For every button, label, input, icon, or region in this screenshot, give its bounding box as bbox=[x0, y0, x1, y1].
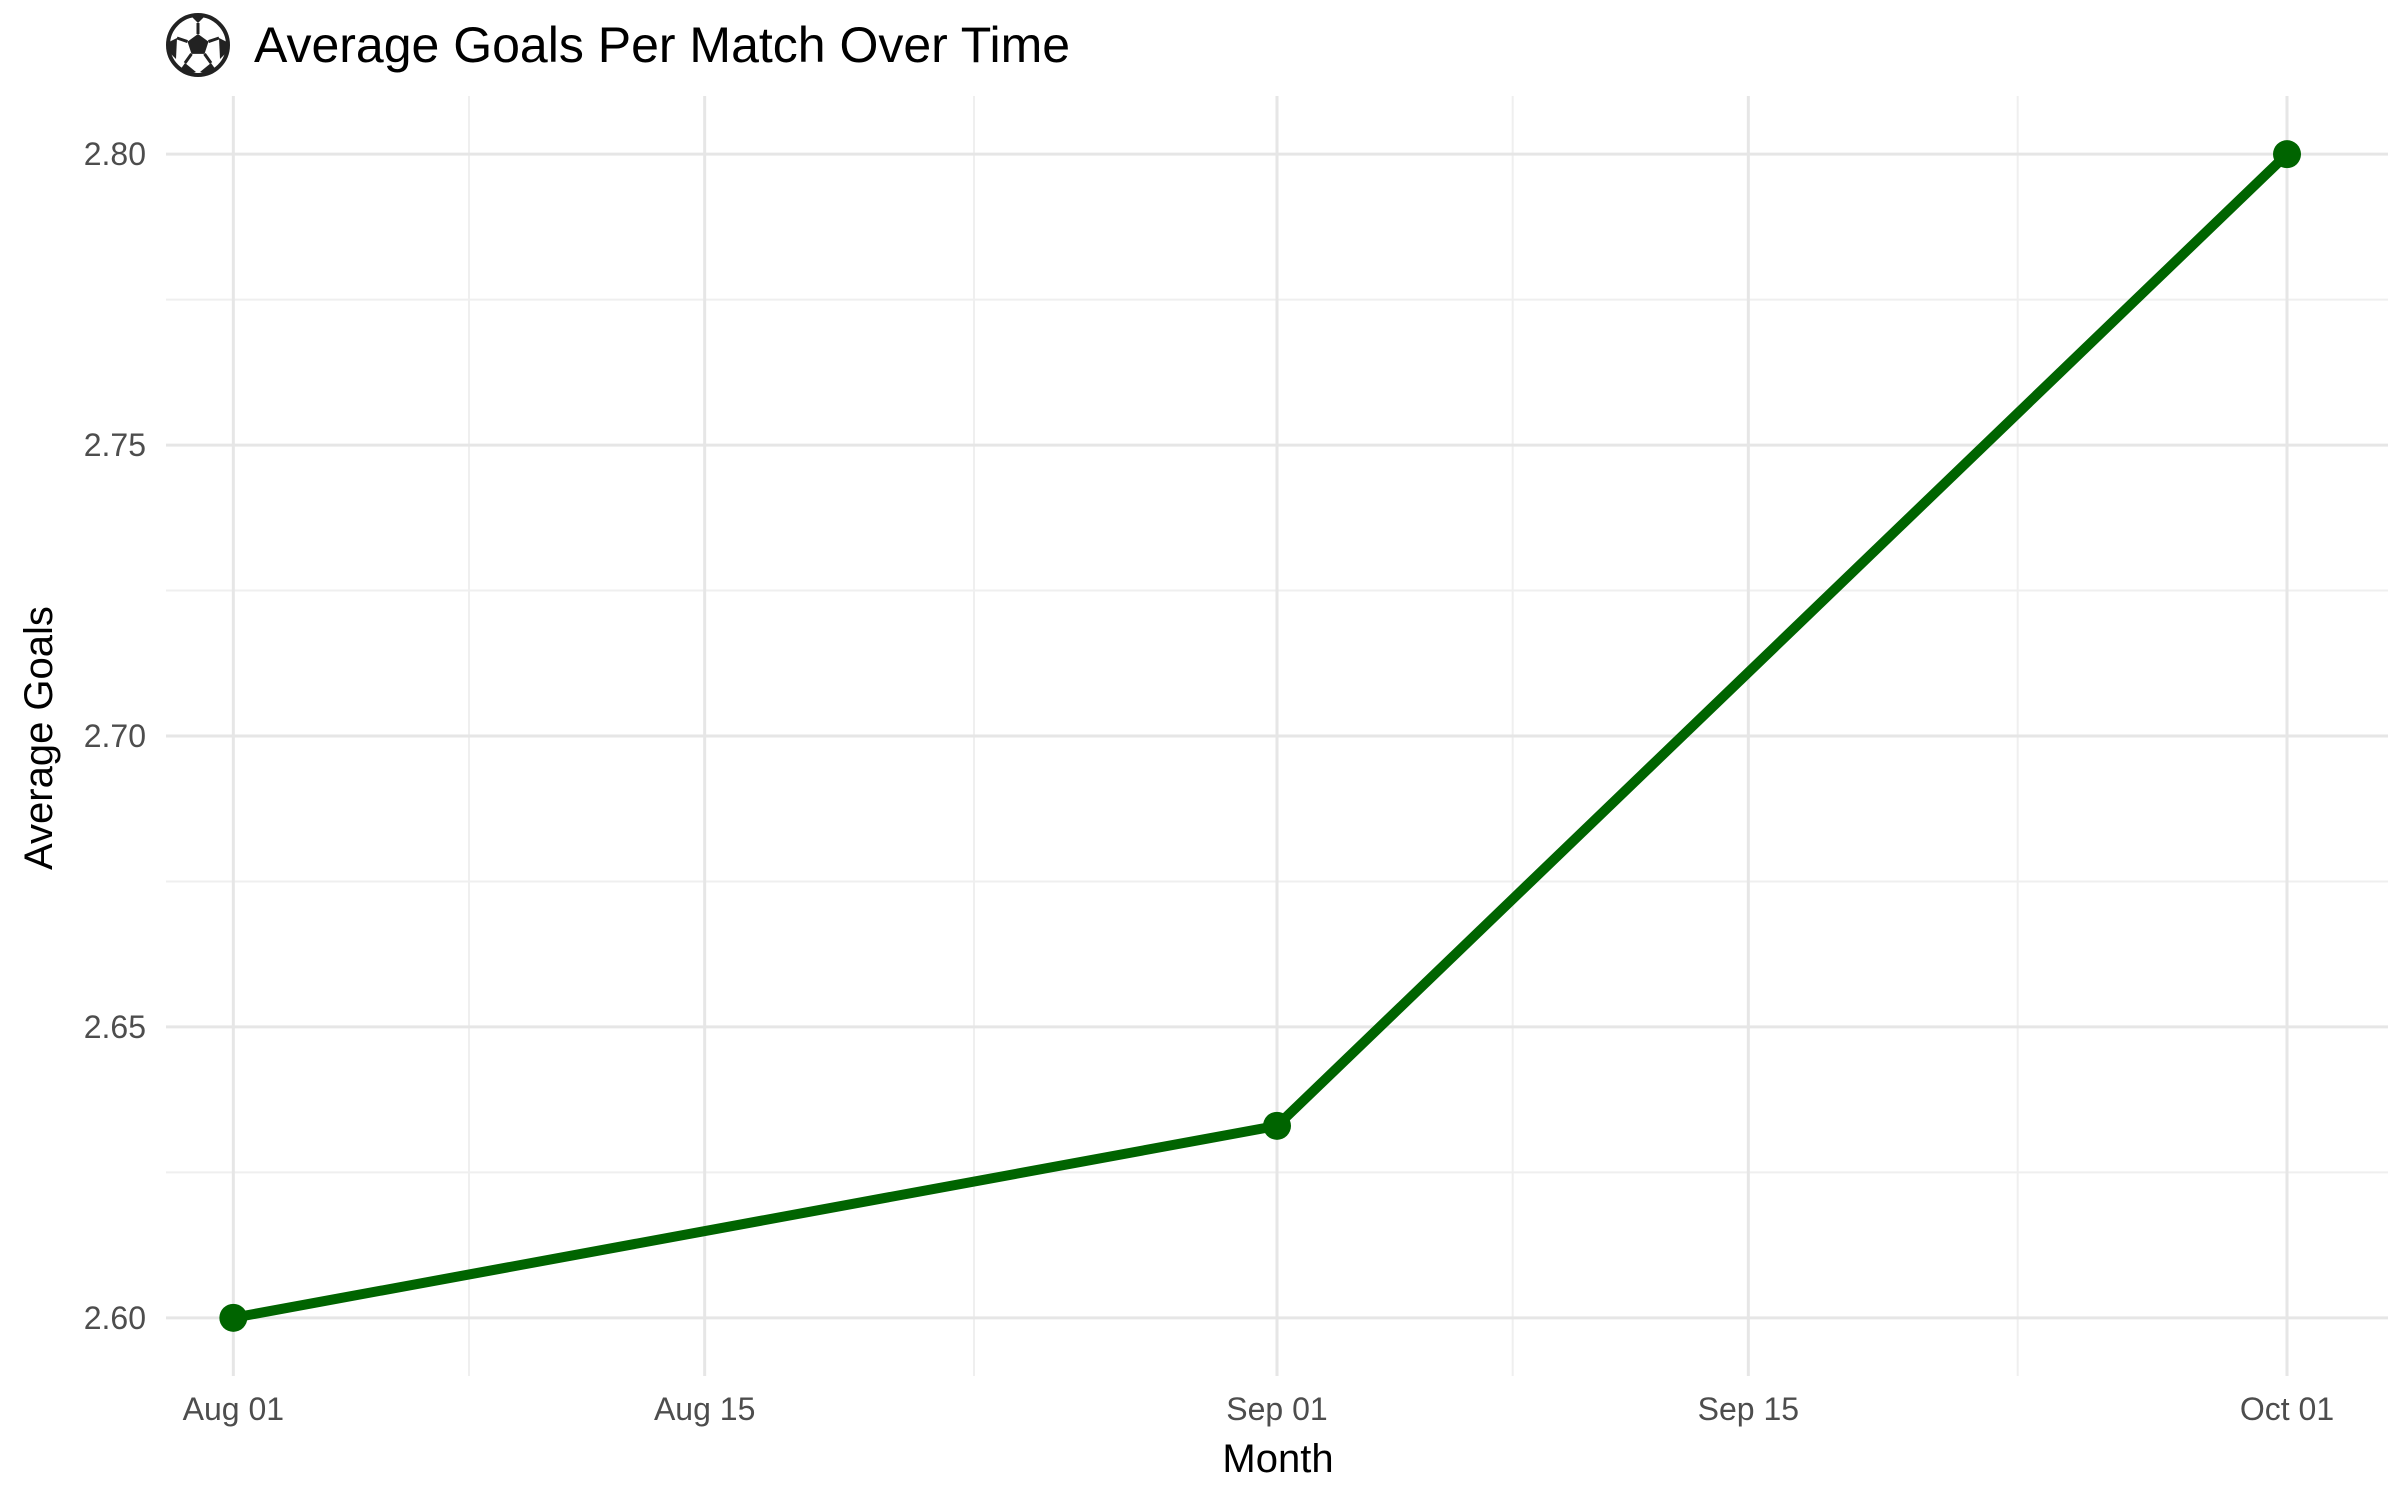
x-tick-label: Oct 01 bbox=[2240, 1391, 2334, 1427]
y-tick-label: 2.80 bbox=[84, 136, 146, 172]
y-tick-label: 2.70 bbox=[84, 718, 146, 754]
soccer-ball-icon bbox=[166, 13, 230, 77]
chart-title-group: Average Goals Per Match Over Time bbox=[166, 13, 1070, 77]
major-gridlines bbox=[166, 96, 2388, 1376]
x-axis-title: Month bbox=[1222, 1437, 1333, 1481]
x-tick-label: Aug 15 bbox=[654, 1391, 755, 1427]
x-tick-label: Aug 01 bbox=[183, 1391, 284, 1427]
y-tick-label: 2.75 bbox=[84, 427, 146, 463]
y-tick-label: 2.65 bbox=[84, 1009, 146, 1045]
chart-title: Average Goals Per Match Over Time bbox=[254, 17, 1070, 73]
data-point bbox=[219, 1303, 248, 1332]
x-axis-tick-labels: Aug 01 Aug 15 Sep 01 Sep 15 Oct 01 bbox=[183, 1391, 2335, 1427]
data-point bbox=[1263, 1111, 1291, 1140]
y-axis-title: Average Goals bbox=[17, 606, 61, 870]
y-axis-tick-labels: 2.60 2.65 2.70 2.75 2.80 bbox=[84, 136, 146, 1336]
x-tick-label: Sep 01 bbox=[1226, 1391, 1327, 1427]
series-layer bbox=[219, 140, 2301, 1332]
y-tick-label: 2.60 bbox=[84, 1300, 146, 1336]
data-point bbox=[2273, 140, 2301, 169]
x-tick-label: Sep 15 bbox=[1698, 1391, 1799, 1427]
